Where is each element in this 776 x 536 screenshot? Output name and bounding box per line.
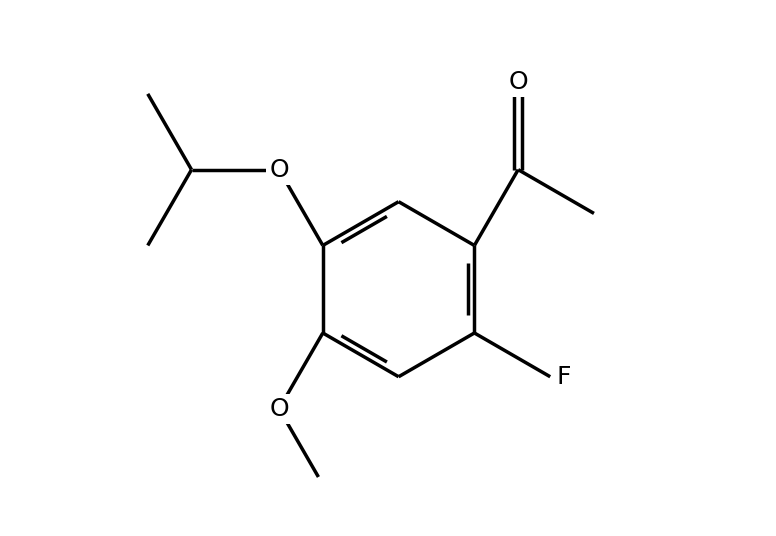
Text: O: O xyxy=(269,397,289,421)
Text: F: F xyxy=(556,364,571,389)
Text: O: O xyxy=(269,158,289,182)
Text: O: O xyxy=(508,70,528,94)
